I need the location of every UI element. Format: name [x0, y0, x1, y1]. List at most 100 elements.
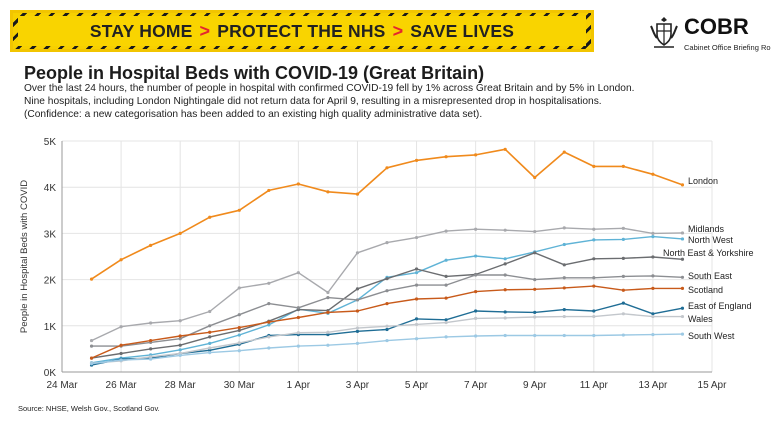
data-point: [296, 182, 300, 186]
data-point: [592, 164, 596, 169]
data-point: [237, 328, 241, 333]
data-point: [651, 235, 655, 239]
data-point: [680, 275, 685, 279]
data-point: [414, 317, 419, 321]
data-point: [355, 287, 360, 291]
data-point: [178, 343, 182, 347]
data-point: [621, 237, 625, 242]
logo-subtitle: Cabinet Office Briefing Rooms: [684, 43, 771, 52]
data-point: [149, 347, 153, 351]
data-point: [562, 286, 566, 290]
data-point: [267, 320, 271, 324]
data-point: [503, 273, 507, 277]
data-point: [119, 258, 123, 262]
data-point: [533, 229, 537, 234]
slogan-banner: STAY HOME > PROTECT THE NHS > SAVE LIVES: [10, 10, 594, 52]
data-point: [208, 350, 212, 355]
data-point: [503, 228, 507, 232]
data-point: [474, 273, 478, 277]
data-point: [385, 277, 389, 281]
chart-title: People in Hospital Beds with COVID-19 (G…: [24, 63, 485, 83]
x-tick-label: 30 Mar: [224, 380, 256, 391]
x-tick-label: 28 Mar: [165, 380, 197, 391]
data-point: [621, 301, 625, 305]
data-point: [119, 358, 123, 362]
data-point: [355, 326, 360, 330]
data-point: [89, 362, 94, 366]
data-point: [296, 271, 300, 275]
data-point: [680, 306, 685, 310]
data-point: [178, 353, 182, 357]
data-point: [149, 338, 153, 343]
data-point: [533, 278, 537, 282]
data-point: [178, 337, 182, 341]
data-point: [326, 296, 330, 300]
data-point: [149, 243, 153, 248]
data-point: [444, 320, 448, 325]
data-point: [89, 338, 94, 343]
data-point: [621, 312, 625, 316]
y-tick-label: 2K: [44, 276, 57, 287]
data-point: [444, 283, 448, 287]
data-point: [119, 325, 123, 329]
data-point: [414, 337, 419, 341]
data-point: [89, 277, 94, 281]
data-point: [592, 276, 596, 280]
data-point: [385, 338, 389, 343]
data-point: [119, 343, 123, 347]
data-point: [680, 314, 685, 319]
data-point: [621, 164, 625, 169]
data-point: [444, 229, 448, 233]
data-point: [533, 251, 537, 255]
data-point: [178, 319, 182, 323]
x-tick-label: 1 Apr: [287, 380, 311, 391]
data-point: [474, 153, 478, 157]
data-point: [149, 321, 153, 325]
data-point: [621, 256, 625, 260]
data-point: [385, 327, 389, 332]
data-point: [651, 332, 655, 337]
data-point: [267, 346, 271, 350]
data-point: [444, 155, 448, 159]
data-point: [503, 257, 507, 261]
data-point: [414, 267, 419, 271]
data-point: [208, 324, 212, 328]
data-point: [355, 309, 360, 313]
data-point: [237, 326, 241, 330]
data-point: [237, 313, 241, 317]
data-point: [651, 274, 655, 278]
x-tick-label: 24 Mar: [46, 380, 78, 391]
data-point: [533, 310, 537, 315]
data-point: [89, 356, 94, 360]
data-point: [562, 333, 566, 338]
data-point: [414, 283, 419, 287]
x-tick-label: 13 Apr: [638, 380, 668, 391]
data-point: [592, 314, 596, 319]
data-point: [562, 263, 566, 267]
data-point: [474, 227, 478, 231]
data-point: [474, 254, 478, 258]
series-label: North West: [688, 235, 733, 245]
data-point: [562, 226, 566, 230]
x-tick-label: 7 Apr: [464, 380, 488, 391]
data-point: [267, 302, 271, 306]
chevron-right-icon: >: [392, 20, 404, 41]
data-point: [503, 316, 507, 320]
data-point: [474, 309, 478, 313]
data-point: [355, 329, 360, 333]
data-point: [621, 333, 625, 337]
series-label: South East: [688, 271, 733, 281]
data-point: [651, 286, 655, 290]
data-point: [651, 314, 655, 319]
data-point: [562, 308, 566, 312]
data-point: [237, 349, 241, 353]
data-point: [592, 227, 596, 231]
data-point: [503, 310, 507, 314]
data-point: [444, 318, 448, 322]
y-tick-label: 1K: [44, 322, 57, 333]
data-point: [533, 175, 537, 180]
logo-name: COBR: [684, 14, 749, 39]
data-point: [651, 172, 655, 176]
data-point: [326, 330, 330, 334]
x-tick-label: 26 Mar: [106, 380, 138, 391]
